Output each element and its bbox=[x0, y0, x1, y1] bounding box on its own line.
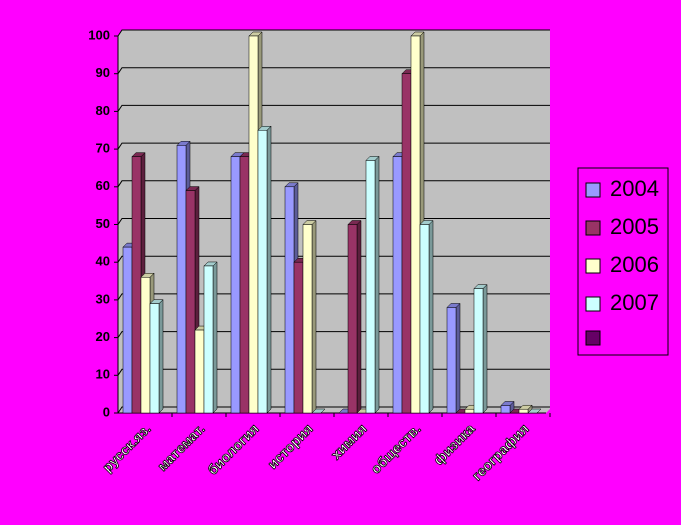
bar bbox=[365, 160, 376, 414]
bar bbox=[500, 405, 511, 414]
y-tick-label: 40 bbox=[96, 254, 110, 269]
bar bbox=[131, 156, 142, 414]
y-tick-label: 100 bbox=[88, 27, 110, 42]
grid-line bbox=[117, 67, 550, 74]
y-tick-label: 10 bbox=[96, 367, 110, 382]
bar bbox=[185, 190, 196, 414]
bar bbox=[140, 277, 151, 414]
bar bbox=[230, 156, 241, 414]
bar-side bbox=[455, 302, 461, 414]
bar-side bbox=[311, 219, 317, 414]
bar bbox=[293, 261, 304, 414]
bar-side bbox=[212, 261, 218, 414]
bar bbox=[473, 288, 484, 414]
bar bbox=[176, 145, 187, 414]
bar-top bbox=[527, 408, 542, 414]
bar-side bbox=[428, 219, 434, 414]
legend-box bbox=[577, 167, 669, 356]
y-tick-label: 30 bbox=[96, 291, 110, 306]
legend-swatch bbox=[585, 296, 601, 312]
bar bbox=[257, 130, 268, 414]
y-tick-label: 90 bbox=[96, 65, 110, 80]
bar bbox=[284, 186, 295, 414]
y-tick-label: 20 bbox=[96, 329, 110, 344]
legend-label: 2004 bbox=[610, 176, 659, 201]
y-tick-label: 80 bbox=[96, 103, 110, 118]
y-tick-label: 50 bbox=[96, 216, 110, 231]
y-tick-label: 60 bbox=[96, 178, 110, 193]
legend-label: 2006 bbox=[610, 252, 659, 277]
bar bbox=[419, 224, 430, 414]
bar bbox=[347, 224, 358, 414]
bar bbox=[392, 156, 403, 414]
y-tick-label: 70 bbox=[96, 141, 110, 156]
bar-side bbox=[482, 283, 488, 414]
bar bbox=[302, 224, 313, 414]
bar-side bbox=[266, 125, 272, 414]
bar bbox=[149, 303, 160, 414]
legend-swatch bbox=[585, 330, 601, 346]
bar bbox=[203, 265, 214, 414]
bar-top bbox=[311, 408, 326, 414]
legend-label: 2007 bbox=[610, 290, 659, 315]
bar-side bbox=[356, 219, 362, 414]
legend-swatch bbox=[585, 258, 601, 274]
grid-line bbox=[117, 29, 550, 37]
legend-swatch bbox=[585, 182, 601, 198]
bar bbox=[401, 73, 412, 414]
bar bbox=[239, 156, 250, 414]
bar-side bbox=[374, 155, 380, 414]
plot-area bbox=[118, 30, 550, 413]
y-tick-label: 0 bbox=[103, 404, 110, 419]
legend-swatch bbox=[585, 220, 601, 236]
bar bbox=[122, 246, 133, 414]
bar bbox=[518, 408, 529, 414]
bar bbox=[410, 35, 421, 414]
bar bbox=[248, 35, 259, 414]
bar bbox=[194, 329, 205, 414]
bar bbox=[446, 307, 457, 414]
bar-side bbox=[158, 299, 164, 414]
bar bbox=[464, 408, 475, 414]
legend-label: 2005 bbox=[610, 214, 659, 239]
